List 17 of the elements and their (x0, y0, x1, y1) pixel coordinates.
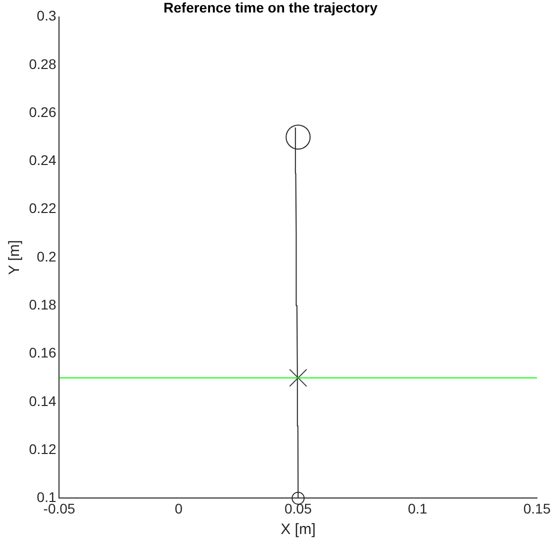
y-axis-title: Y [m] (6, 240, 24, 275)
y-tick-label: 0.28 (29, 56, 56, 72)
y-tick-label: 0.22 (29, 200, 56, 216)
y-tick-label: 0.16 (29, 344, 56, 361)
y-tick-label: 0.12 (29, 440, 56, 457)
y-tick-label: 0.3 (36, 8, 56, 24)
chart-title: Reference time on the trajectory (164, 0, 378, 16)
x-tick-label: 0.1 (408, 500, 428, 516)
y-tick-label: 0.18 (29, 296, 56, 312)
x-axis-title: X [m] (280, 521, 316, 538)
x-tick-label: 0.15 (523, 500, 551, 516)
x-tick-label: 0.05 (284, 500, 312, 516)
y-tick-label: 0.2 (36, 248, 56, 264)
y-tick-label: 0.24 (29, 152, 56, 168)
y-tick-label: 0.14 (29, 392, 56, 409)
x-tick-label: 0 (174, 500, 183, 516)
y-tick-label: 0.26 (29, 104, 56, 120)
